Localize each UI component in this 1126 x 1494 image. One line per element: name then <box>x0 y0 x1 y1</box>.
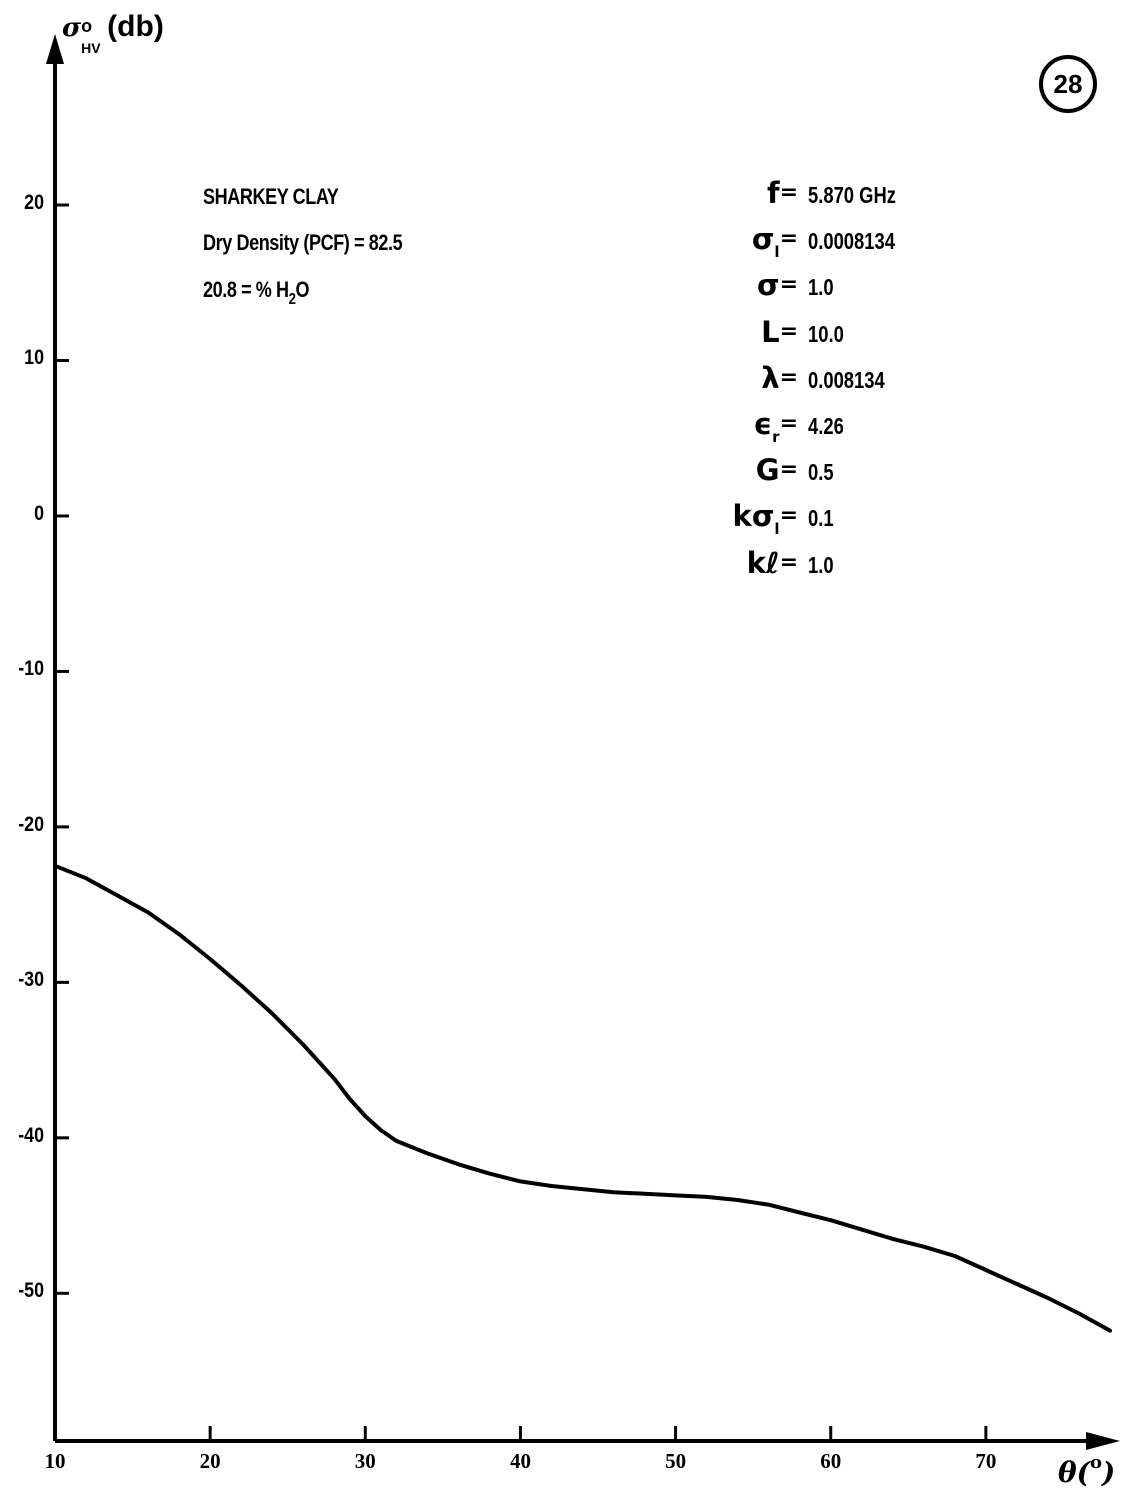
y-axis-label: σ o HV (db) <box>62 10 164 56</box>
parameter-symbol: G= <box>755 453 798 488</box>
x-axis-label-main: θ( <box>1058 1456 1090 1489</box>
x-tick-label: 60 <box>820 1449 842 1473</box>
parameter-symbol: λ= <box>761 360 798 395</box>
x-axis-label-tail: ) <box>1101 1456 1116 1489</box>
parameter-equals: = <box>779 549 798 575</box>
parameter-equals: = <box>779 364 798 390</box>
y-axis-label-sub: HV <box>81 40 101 56</box>
parameter-symbol: σ= <box>756 268 798 303</box>
parameter-equals: = <box>779 226 798 252</box>
series-line <box>53 863 1112 1333</box>
parameter-equals: = <box>779 272 798 298</box>
y-tick-label: 20 <box>24 191 44 215</box>
material-label: SHARKEY CLAY <box>203 184 339 209</box>
parameter-value: 0.5 <box>808 459 834 486</box>
x-tick-label: 40 <box>509 1449 531 1473</box>
parameter-symbol-sub: l <box>774 520 780 539</box>
x-axis-label-sup: o <box>1089 1452 1102 1473</box>
y-tick-label: -40 <box>18 1123 44 1147</box>
parameter-symbol: ϵr= <box>753 407 798 446</box>
x-tick-label: 20 <box>199 1449 221 1473</box>
parameter-value: 0.008134 <box>808 366 885 393</box>
parameter-value: 4.26 <box>808 413 844 439</box>
moisture-label-text: 20.8 = % H <box>203 277 289 302</box>
x-tick-label: 30 <box>354 1449 376 1473</box>
y-tick-label: 0 <box>34 501 44 525</box>
series-layer <box>53 863 1112 1333</box>
page-number-badge: 28 <box>1039 55 1097 113</box>
parameter-equals: = <box>779 503 798 529</box>
parameter-value: 10.0 <box>808 320 844 347</box>
parameter-value: 1.0 <box>808 274 834 301</box>
y-tick-label: -10 <box>18 657 44 681</box>
ticks <box>54 203 988 1442</box>
parameter-equals: = <box>779 180 798 205</box>
parameter-value: 0.0008134 <box>808 228 895 255</box>
x-axis-arrowhead <box>1086 1432 1120 1450</box>
parameter-value: 1.0 <box>808 551 834 578</box>
parameter-symbol: kℓ= <box>746 545 798 580</box>
x-tick-label: 10 <box>44 1449 66 1473</box>
x-tick-label: 50 <box>665 1449 687 1473</box>
parameter-symbol: σl= <box>751 222 798 262</box>
parameter-value: 0.1 <box>808 505 834 532</box>
dry-density-label: Dry Density (PCF) = 82.5 <box>203 230 403 255</box>
y-tick-label: -20 <box>18 812 44 836</box>
moisture-label-sub: 2 <box>288 291 296 308</box>
y-axis-label-symbol: σ <box>62 13 82 43</box>
parameter-equals: = <box>779 457 798 483</box>
y-tick-label: 10 <box>24 346 44 370</box>
parameter-symbol: L= <box>761 314 798 349</box>
moisture-label-tail: O <box>295 277 310 302</box>
parameter-value: 5.870 GHz <box>808 182 896 208</box>
parameter-equals: = <box>779 411 798 436</box>
parameter-symbol: f= <box>766 176 798 210</box>
x-axis-label: θ(o) <box>1058 1452 1116 1489</box>
y-axis-label-sup: o <box>81 16 93 36</box>
axes <box>46 34 1120 1450</box>
parameter-equals: = <box>779 318 798 344</box>
y-tick-label: -30 <box>18 968 44 992</box>
moisture-label: 20.8 = % H2O <box>203 277 310 308</box>
x-tick-label: 70 <box>975 1449 997 1473</box>
parameter-symbol: kσl= <box>732 499 798 539</box>
y-axis-arrowhead <box>46 34 64 64</box>
parameter-symbol-sub: r <box>772 428 780 446</box>
parameter-symbol-sub: l <box>774 243 780 262</box>
y-axis-label-unit: (db) <box>107 10 164 43</box>
y-tick-label: -50 <box>18 1279 44 1303</box>
